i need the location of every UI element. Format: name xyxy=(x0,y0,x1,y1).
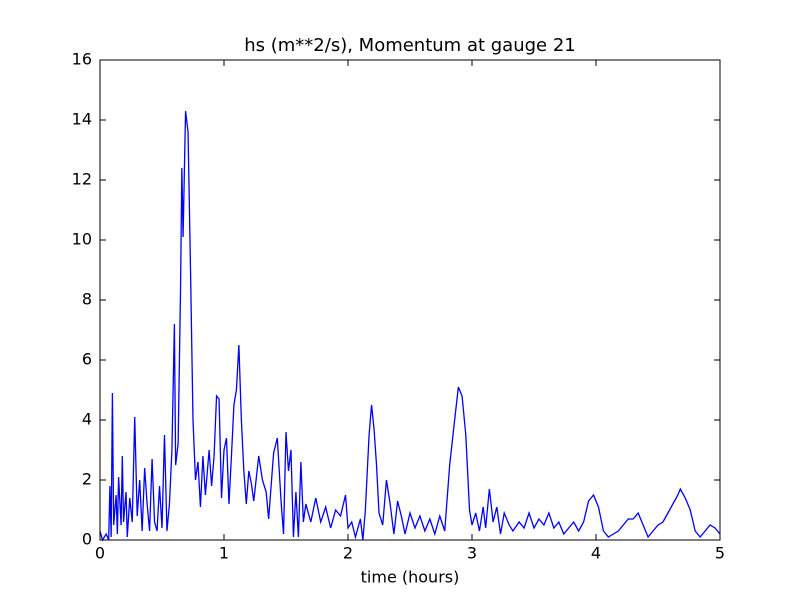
data-line xyxy=(99,110,721,542)
y-tick-label: 2 xyxy=(82,470,92,489)
x-tick-label: 4 xyxy=(591,544,601,563)
y-tick-label: 12 xyxy=(72,170,92,189)
y-tick-label: 8 xyxy=(82,290,92,309)
plot-frame xyxy=(99,59,721,541)
x-tick-label: 3 xyxy=(467,544,477,563)
x-tick-label: 0 xyxy=(95,544,105,563)
x-tick-label: 5 xyxy=(715,544,725,563)
chart-title: hs (m**2/s), Momentum at gauge 21 xyxy=(244,35,576,56)
y-tick-label: 6 xyxy=(82,350,92,369)
x-axis-label: time (hours) xyxy=(361,568,460,587)
x-tick-label: 1 xyxy=(219,544,229,563)
y-tick-label: 16 xyxy=(72,50,92,69)
y-tick-label: 0 xyxy=(82,530,92,549)
x-tick-label: 2 xyxy=(343,544,353,563)
y-tick-label: 10 xyxy=(72,230,92,249)
y-tick-label: 14 xyxy=(72,110,92,129)
y-tick-label: 4 xyxy=(82,410,92,429)
